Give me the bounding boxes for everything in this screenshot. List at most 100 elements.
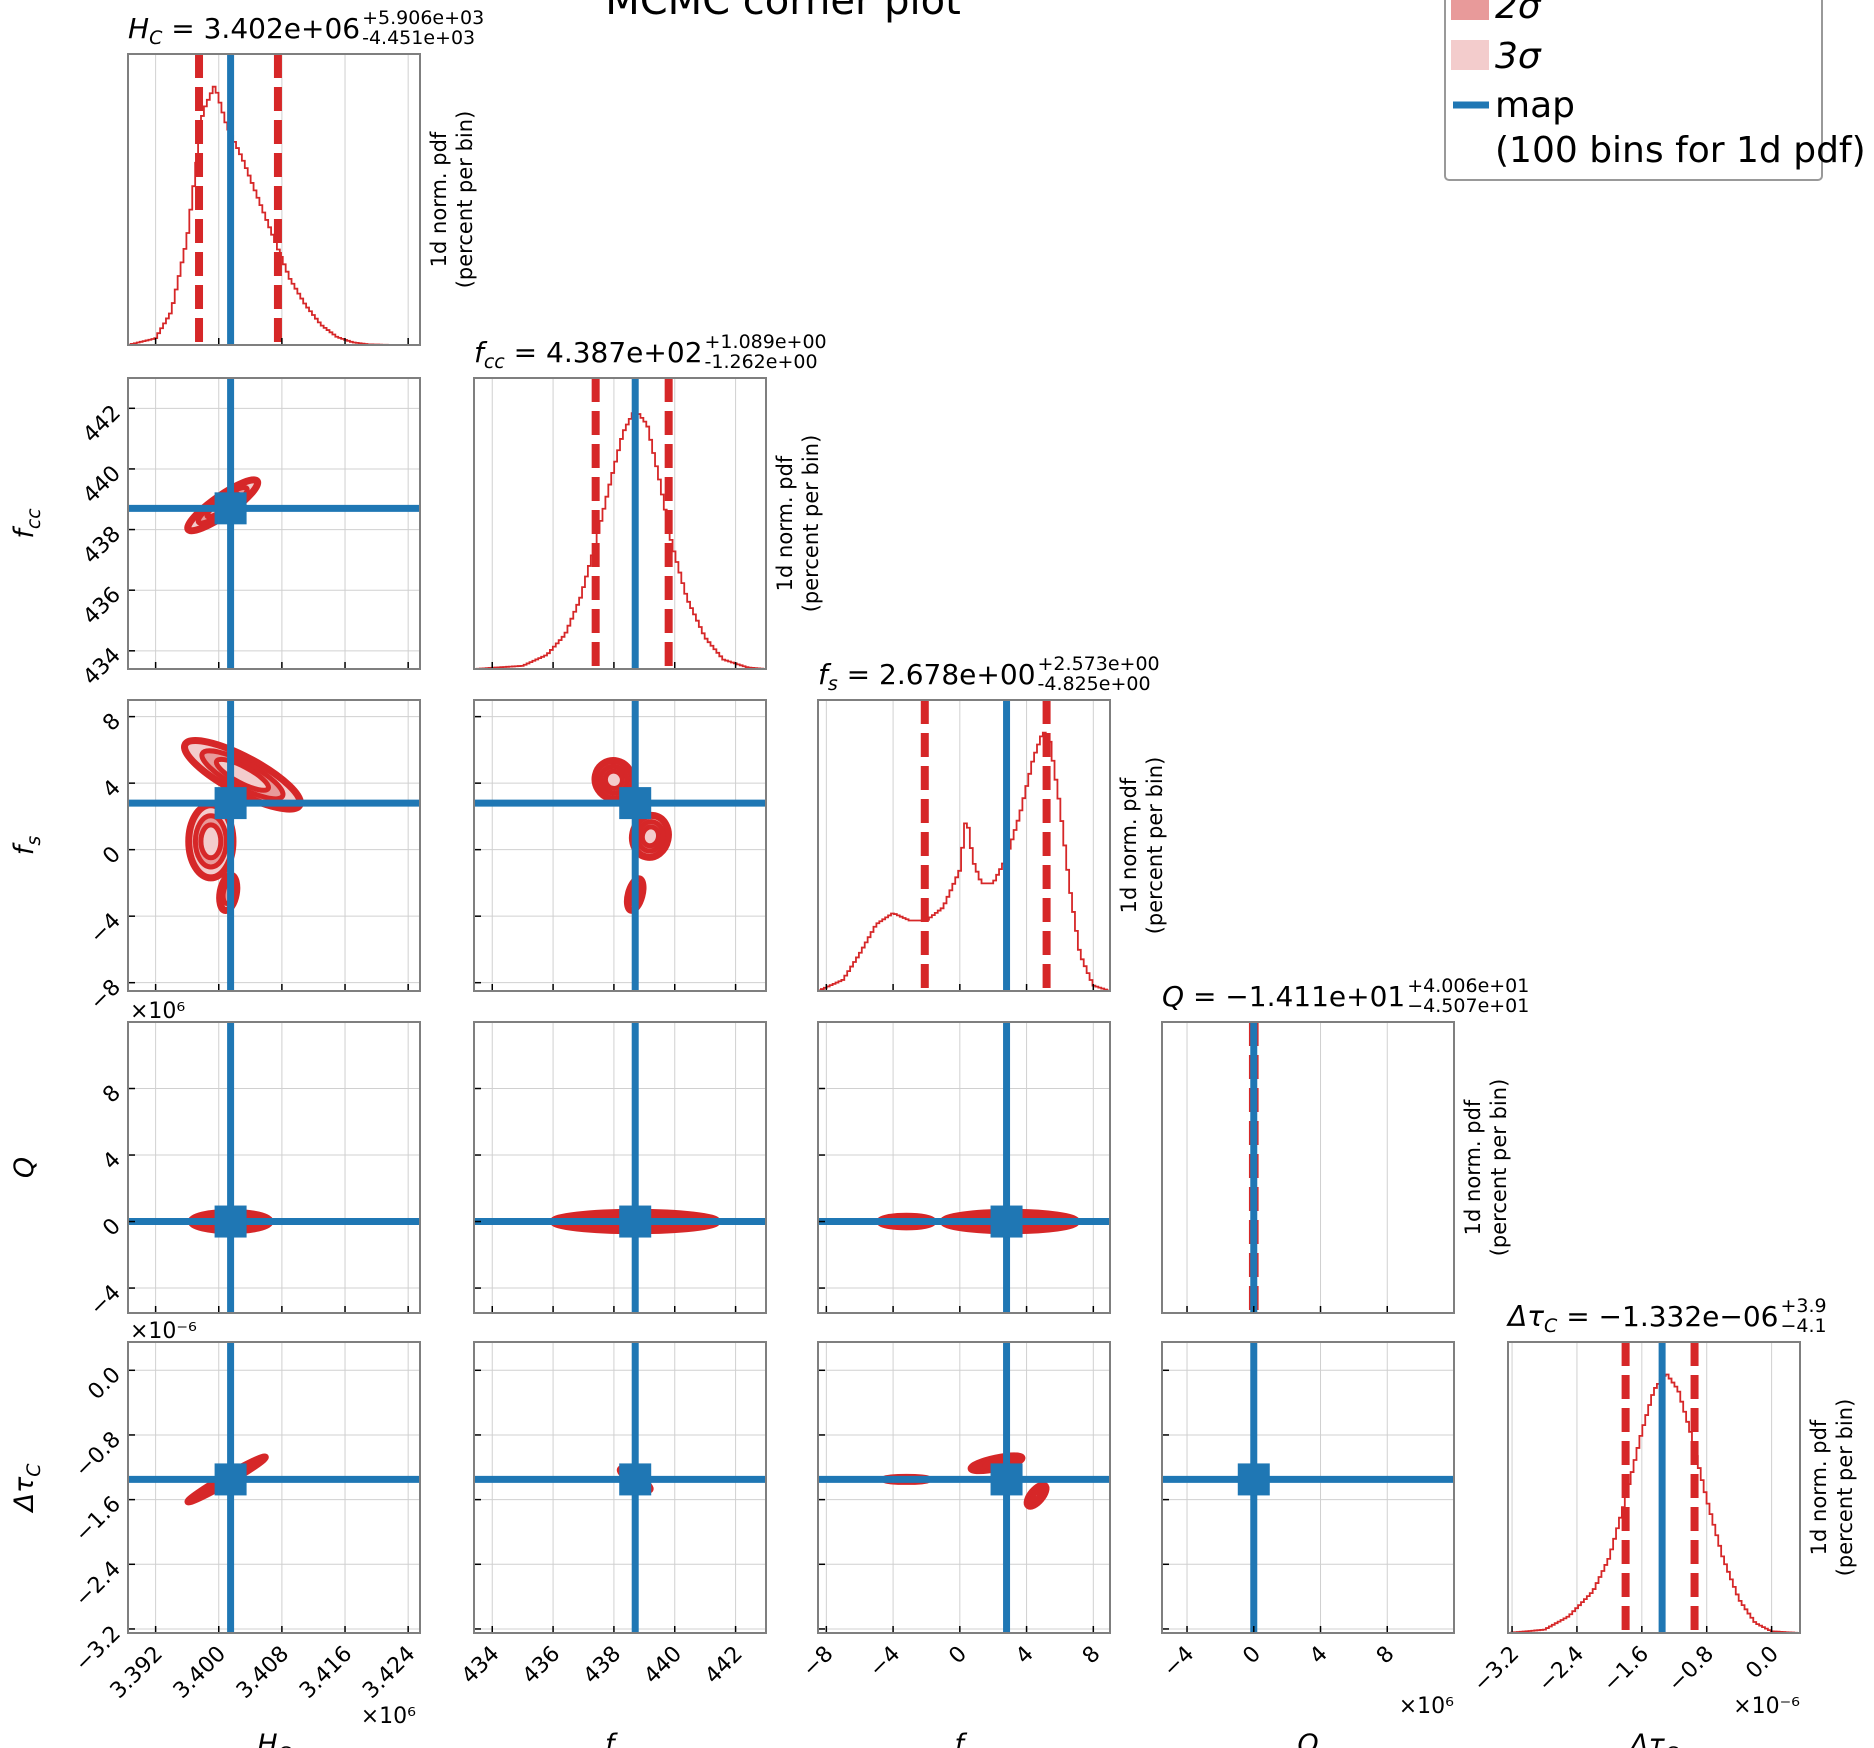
panel-content	[1162, 1342, 1454, 1633]
ytick-label: 4	[98, 1147, 126, 1175]
xtick-label: −4	[1159, 1642, 1200, 1683]
row-axis-label-dtau-sub: C	[23, 1463, 45, 1477]
figure-title: MCMC corner plot	[605, 0, 961, 24]
panel-Q-vs-fs	[817, 1021, 1111, 1314]
xtick-label: 0	[1238, 1642, 1266, 1670]
panel-frame	[127, 699, 421, 992]
pdf-ylabel: 1d norm. pdf (percent per bin)	[1807, 1399, 1857, 1577]
pdf-ylabel-line2: (percent per bin)	[1143, 757, 1167, 935]
diag-title-subscript: s	[828, 673, 838, 695]
diag-title-Hc: HC = 3.402e+06 +5.906e+03-4.451e+03	[128, 7, 484, 49]
row-axis-label-dtau: ΔτC	[9, 1463, 45, 1514]
contour-level-3	[602, 768, 625, 791]
panel-content	[474, 1022, 766, 1313]
pdf-ylabel-line2: (percent per bin)	[1833, 1399, 1857, 1577]
xtick-label: 3.408	[232, 1642, 294, 1704]
ytick-label: 434	[79, 643, 126, 690]
diag-title-symbol: Δτ	[1506, 1300, 1544, 1333]
panel-frame	[473, 1341, 767, 1634]
panel-frame	[817, 1021, 1111, 1314]
col-offset-text: ×10⁻⁶	[1733, 1694, 1800, 1719]
panel-frame	[127, 377, 421, 670]
xtick-label: 3.400	[169, 1642, 231, 1704]
row-axis-label-fs: fs	[9, 836, 45, 856]
panel-fcc-vs-fcc: fcc = 4.387e+02 +1.089e+00-1.262e+00 1d no…	[473, 331, 827, 670]
legend-label-2sigma: 2σ	[1495, 0, 1542, 27]
ytick-label: 442	[79, 401, 126, 448]
col-axis-label-Hc-sub: C	[278, 1743, 292, 1748]
row-axis-label-dtau-main: Δτ	[9, 1476, 40, 1513]
legend-frame	[1444, 0, 1823, 181]
diag-title-sup: +4.006e+01	[1407, 975, 1529, 997]
col-axis-label-Q-main: Q	[1297, 1729, 1318, 1748]
panel-frame	[1507, 1341, 1801, 1634]
panel-frame	[1161, 1341, 1455, 1634]
ytick-label: 0	[98, 842, 126, 870]
xtick-label: 4	[1305, 1642, 1333, 1670]
ytick-label: −8	[85, 975, 126, 1016]
map-marker	[619, 1205, 652, 1238]
panel-dtau-vs-dtau: ΔτC = −1.332e−06 +3.9−4.11d norm. pdf (per…	[1469, 1295, 1857, 1748]
map-marker	[214, 1463, 247, 1496]
panel-content	[1186, 1022, 1388, 1313]
ytick-label: 438	[79, 522, 126, 569]
diag-title-sub: -4.825e+00	[1038, 673, 1151, 695]
panel-dtau-vs-fs: −8 −4 0 4 8 fs	[798, 1341, 1111, 1748]
panel-frame	[473, 377, 767, 670]
xtick-label: 3.392	[106, 1642, 168, 1704]
row-offset-text: ×10⁶	[130, 999, 185, 1024]
diag-title-value: = 4.387e+02	[505, 336, 703, 369]
ytick-label: −2.4	[70, 1557, 125, 1612]
panel-frame	[817, 699, 1111, 992]
histogram-step	[1508, 1373, 1800, 1633]
xtick-label: −3.2	[1469, 1642, 1524, 1697]
col-axis-label-fs: fs	[954, 1729, 974, 1748]
diag-title-text: ΔτC = −1.332e−06	[1506, 1300, 1779, 1337]
panel-content	[818, 1342, 1110, 1633]
diag-title-text: HC = 3.402e+06	[128, 12, 360, 49]
col-offset-text: ×10⁶	[1399, 1694, 1454, 1719]
diag-title-subscript: C	[1544, 1315, 1558, 1337]
panel-content	[474, 1342, 766, 1633]
pdf-ylabel: 1d norm. pdf (percent per bin)	[1117, 757, 1167, 935]
col-axis-label-Hc: HC	[257, 1729, 291, 1748]
pdf-ylabel: 1d norm. pdf (percent per bin)	[427, 111, 477, 289]
panel-frame	[127, 1021, 421, 1314]
pdf-ylabel: 1d norm. pdf (percent per bin)	[1461, 1079, 1511, 1257]
diag-title-Q: Q = −1.411e+01 +4.006e+01−4.507e+01	[1162, 975, 1529, 1017]
diag-title-sup: +1.089e+00	[705, 331, 827, 353]
diag-title-sub: -1.262e+00	[705, 351, 818, 373]
legend-swatch-2sigma	[1451, 0, 1489, 20]
panel-content	[128, 1022, 420, 1313]
diag-title-symbol: Q	[1162, 980, 1184, 1013]
diag-title-sub: −4.1	[1781, 1315, 1827, 1337]
xtick-label: −1.6	[1599, 1642, 1654, 1697]
panel-frame	[473, 699, 767, 992]
ytick-label: −1.6	[70, 1492, 125, 1547]
map-marker	[214, 787, 247, 820]
panel-grid: HC = 3.402e+06 +5.906e+03-4.451e+03 1d nor…	[9, 7, 1857, 1748]
panel-content	[818, 1022, 1110, 1313]
xtick-label: 4	[1011, 1642, 1039, 1670]
xtick-label: 436	[518, 1642, 565, 1689]
diag-title-sup: +2.573e+00	[1038, 653, 1160, 675]
xtick-label: 0	[944, 1642, 972, 1670]
diag-title-text: Q = −1.411e+01	[1162, 980, 1405, 1013]
legend-label-bins: (100 bins for 1d pdf)	[1495, 130, 1866, 171]
col-axis-label-dtau-sub: C	[1665, 1743, 1679, 1748]
map-marker	[214, 1205, 247, 1238]
diag-title-text: fs = 2.678e+00	[818, 658, 1036, 695]
pdf-ylabel-line1: 1d norm. pdf	[427, 131, 451, 267]
row-axis-label-fs-sub: s	[23, 836, 45, 846]
col-axis-label-fcc-sub: cc	[614, 1743, 635, 1748]
xtick-label: 434	[457, 1642, 504, 1689]
col-axis-label-fcc: fcc	[605, 1729, 636, 1748]
diag-title-subscript: C	[149, 27, 163, 49]
panel-fs-vs-fs: fs = 2.678e+00 +2.573e+00-4.825e+00 1d nor…	[817, 653, 1167, 992]
histogram-step	[474, 409, 766, 669]
panel-fs-vs-Hc: −8 −4 0 4 8 fs	[9, 699, 421, 1016]
panel-content	[474, 700, 766, 991]
panel-frame	[1161, 1021, 1455, 1314]
panel-frame	[127, 1341, 421, 1634]
